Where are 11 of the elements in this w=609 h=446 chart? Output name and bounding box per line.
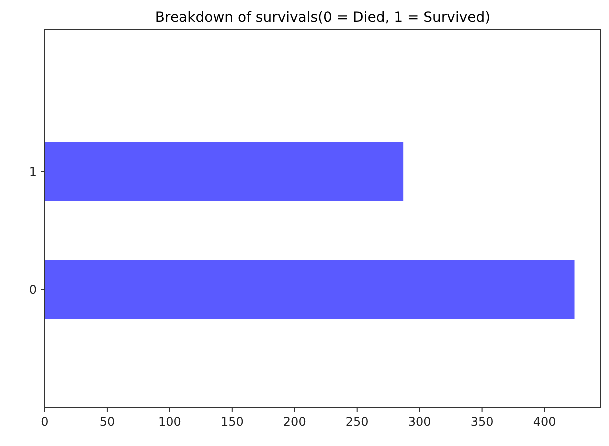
- x-tick-label: 200: [283, 415, 306, 429]
- chart-title: Breakdown of survivals(0 = Died, 1 = Survived): [155, 10, 491, 26]
- x-tick-label: 250: [346, 415, 369, 429]
- x-tick-label: 150: [220, 415, 244, 429]
- x-tick-label: 0: [41, 415, 49, 429]
- x-tick-label: 350: [470, 415, 494, 429]
- y-tick-label: 1: [29, 164, 37, 179]
- x-tick-label: 400: [533, 415, 556, 429]
- x-tick-label: 300: [408, 415, 432, 429]
- x-tick-label: 50: [100, 415, 116, 429]
- x-tick-label: 100: [158, 415, 182, 429]
